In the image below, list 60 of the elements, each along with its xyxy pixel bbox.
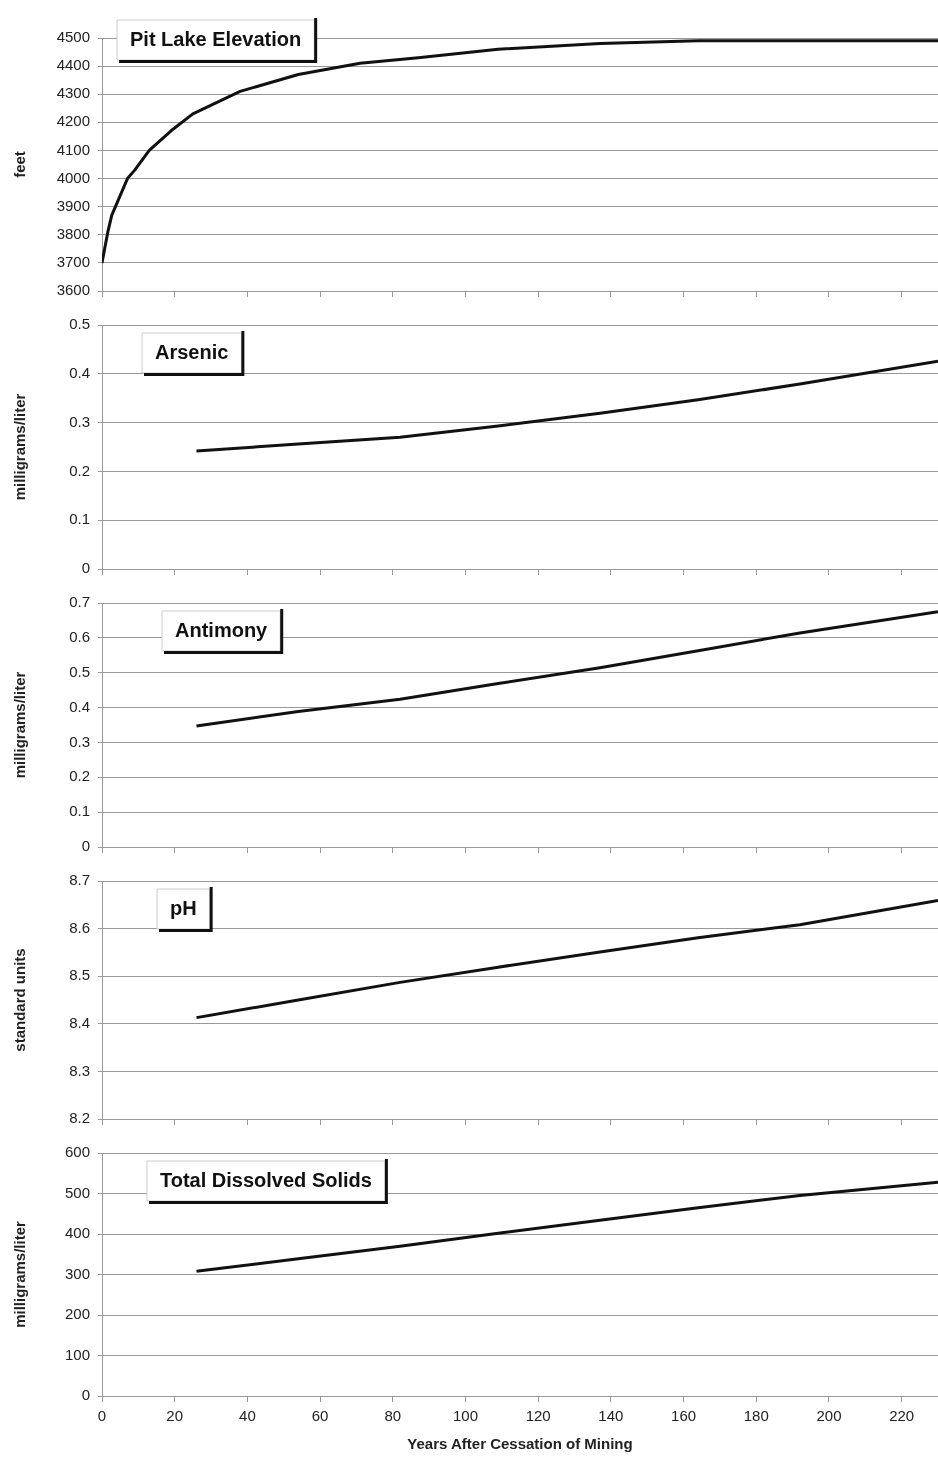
x-tick-label: 220	[889, 1407, 915, 1425]
y-tick-label: 0.4	[69, 363, 90, 381]
y-tick-label: 300	[64, 1264, 90, 1282]
x-tick-label: 100	[452, 1407, 478, 1425]
y-tick-label: 0.3	[69, 412, 90, 430]
y-tick-label: 8.6	[69, 918, 90, 936]
y-tick-label: 8.4	[69, 1013, 90, 1031]
y-tick-label: 0	[81, 1386, 90, 1404]
y-tick-label: 600	[64, 1143, 90, 1161]
y-tick-label: 0.7	[69, 593, 90, 611]
x-tick-label: 0	[97, 1407, 107, 1425]
x-tick-label: 20	[166, 1407, 184, 1425]
y-tick-label: 0.3	[69, 732, 90, 750]
y-tick-label: 0.4	[69, 697, 90, 715]
y-tick-label: 4500	[56, 28, 90, 46]
y-axis-title: standard units	[11, 948, 29, 1052]
y-tick-label: 3800	[56, 224, 90, 242]
y-tick-label: 0.5	[69, 315, 90, 333]
y-tick-label: 8.3	[69, 1061, 90, 1079]
text: Antimony	[175, 618, 269, 641]
text: Arsenic	[155, 340, 229, 363]
y-tick-label: 400	[64, 1224, 90, 1242]
y-axis-title: feet	[11, 151, 29, 178]
x-tick-label: 140	[598, 1407, 624, 1425]
y-tick-label: 3900	[56, 196, 90, 214]
x-tick-label: 160	[671, 1407, 697, 1425]
text: pH	[170, 896, 197, 919]
y-tick-label: 0.2	[69, 767, 90, 785]
x-tick-label: 120	[525, 1407, 551, 1425]
text: Total Dissolved Solids	[160, 1168, 372, 1191]
y-tick-label: 500	[64, 1183, 90, 1201]
x-tick-label: 60	[311, 1407, 329, 1425]
y-tick-label: 4400	[56, 56, 90, 74]
y-tick-label: 0.1	[69, 802, 90, 820]
y-tick-label: 0.2	[69, 461, 90, 479]
y-tick-label: 100	[64, 1345, 90, 1363]
y-tick-label: 3700	[56, 253, 90, 271]
y-tick-label: 0	[81, 837, 90, 855]
chart-title: Pit Lake Elevation	[130, 27, 302, 50]
y-tick-label: 0.5	[69, 662, 90, 680]
y-tick-label: 4100	[56, 140, 90, 158]
y-tick-label: 3600	[56, 281, 90, 299]
y-tick-label: 4300	[56, 84, 90, 102]
y-tick-label: 4000	[56, 168, 90, 186]
y-tick-label: 8.5	[69, 966, 90, 984]
x-axis-title: Years After Cessation of Mining	[407, 1435, 633, 1453]
y-tick-label: 0	[81, 559, 90, 577]
y-tick-label: 8.7	[69, 871, 90, 889]
y-axis-title: milligrams/liter	[11, 1220, 29, 1328]
y-tick-label: 0.1	[69, 510, 90, 528]
y-tick-label: 0.6	[69, 628, 90, 645]
y-axis-title: milligrams/liter	[11, 393, 29, 501]
y-tick-label: 8.2	[69, 1109, 90, 1127]
x-tick-label: 80	[384, 1407, 402, 1425]
y-tick-label: 4200	[56, 112, 90, 130]
x-tick-label: 180	[743, 1407, 769, 1425]
x-tick-label: 40	[239, 1407, 256, 1425]
x-tick-label: 200	[816, 1407, 842, 1425]
y-axis-title: milligrams/liter	[11, 671, 29, 779]
y-tick-label: 200	[64, 1305, 90, 1323]
